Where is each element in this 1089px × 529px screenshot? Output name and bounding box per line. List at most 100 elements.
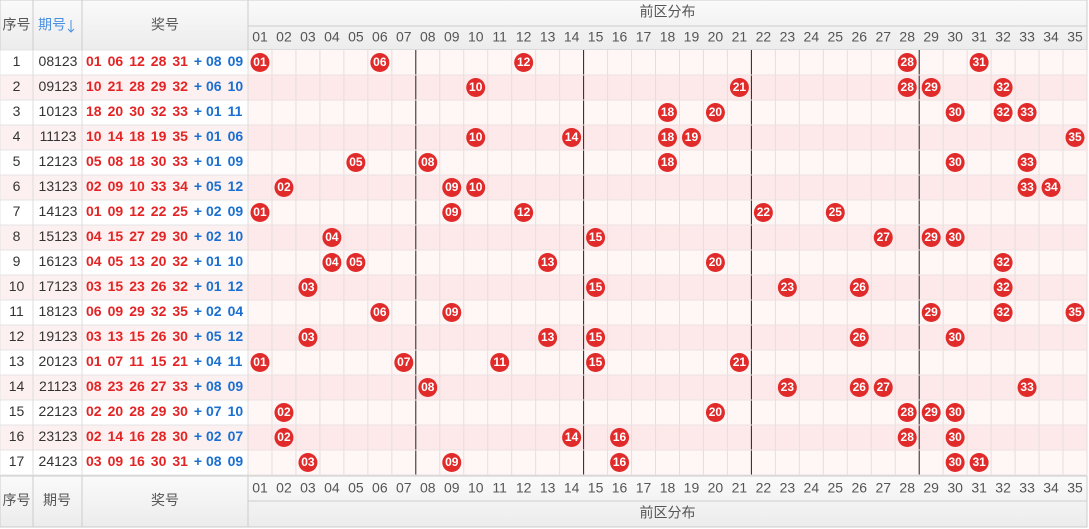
seq: 12 [9, 328, 25, 344]
ball-number: 30 [948, 230, 962, 244]
column-number: 18 [660, 480, 676, 496]
column-number: 21 [732, 29, 748, 45]
back-number: 08 [206, 453, 222, 469]
column-number: 25 [828, 480, 844, 496]
ball [969, 453, 989, 472]
ball-number: 29 [925, 305, 939, 319]
ball [562, 428, 582, 447]
ball [322, 253, 342, 272]
column-number: 20 [708, 29, 724, 45]
ball-number: 20 [709, 105, 723, 119]
column-number: 29 [923, 480, 939, 496]
front-number: 13 [129, 253, 145, 269]
back-number: 05 [206, 328, 222, 344]
front-number: 20 [151, 253, 167, 269]
column-number: 28 [899, 29, 915, 45]
row-bg [0, 399, 249, 426]
ball-number: 09 [445, 180, 459, 194]
seq: 9 [13, 253, 21, 269]
ball-number: 32 [996, 105, 1010, 119]
header-issue[interactable]: 期号 [38, 17, 66, 33]
front-number: 20 [108, 403, 124, 419]
column-number: 29 [923, 29, 939, 45]
issue: 18123 [39, 303, 78, 319]
back-number: 08 [206, 53, 222, 69]
ball [777, 378, 797, 397]
ball-number: 08 [421, 155, 435, 169]
column-number: 19 [684, 29, 700, 45]
seq: 2 [13, 78, 21, 94]
column-number: 03 [300, 480, 316, 496]
row-bg [0, 299, 249, 326]
header-bg [0, 0, 1088, 51]
ball-number: 33 [1020, 180, 1034, 194]
ball-number: 19 [685, 130, 699, 144]
column-number: 10 [468, 480, 484, 496]
sort-icon[interactable] [67, 20, 75, 33]
ball-number: 26 [853, 330, 867, 344]
separator: + [194, 378, 202, 394]
front-number: 32 [151, 103, 167, 119]
ball [921, 78, 941, 97]
front-number: 29 [151, 78, 167, 94]
ball-number: 15 [589, 330, 603, 344]
ball-number: 27 [877, 230, 891, 244]
column-number: 35 [1067, 480, 1083, 496]
front-number: 06 [108, 53, 124, 69]
ball [370, 303, 390, 322]
back-number: 12 [228, 178, 244, 194]
issue: 15123 [39, 228, 78, 244]
ball-number: 18 [661, 130, 675, 144]
seq: 10 [9, 278, 25, 294]
header-seq: 序号 [3, 17, 31, 33]
issue: 12123 [39, 153, 78, 169]
ball-number: 15 [589, 230, 603, 244]
ball [370, 53, 390, 72]
front-number: 33 [172, 153, 188, 169]
front-number: 26 [151, 278, 167, 294]
ball [921, 303, 941, 322]
back-number: 05 [206, 178, 222, 194]
row-bg [0, 49, 249, 76]
issue: 09123 [39, 78, 78, 94]
column-number: 02 [276, 480, 292, 496]
ball-number: 06 [373, 305, 387, 319]
ball [945, 153, 965, 172]
ball-number: 30 [948, 155, 962, 169]
column-number: 17 [636, 29, 652, 45]
front-number: 30 [151, 153, 167, 169]
ball-number: 35 [1068, 130, 1082, 144]
front-number: 13 [108, 328, 124, 344]
seq: 1 [13, 53, 21, 69]
column-number: 08 [420, 480, 436, 496]
ball [921, 228, 941, 247]
ball-number: 31 [972, 455, 986, 469]
ball-number: 02 [277, 180, 291, 194]
ball-number: 02 [277, 405, 291, 419]
ball-number: 13 [541, 255, 555, 269]
ball [993, 78, 1013, 97]
ball [753, 203, 773, 222]
ball-number: 10 [469, 80, 483, 94]
ball-number: 16 [613, 430, 627, 444]
separator: + [194, 128, 202, 144]
ball-number: 03 [301, 330, 315, 344]
ball [538, 328, 558, 347]
column-number: 18 [660, 29, 676, 45]
footer-seq: 序号 [3, 492, 31, 508]
ball-number: 25 [829, 205, 843, 219]
ball-number: 11 [493, 355, 506, 369]
front-number: 14 [108, 128, 124, 144]
column-number: 33 [1019, 480, 1035, 496]
front-number: 28 [151, 428, 167, 444]
ball-number: 16 [613, 455, 627, 469]
front-number: 29 [151, 228, 167, 244]
grid-row-bg [248, 275, 1087, 300]
separator: + [194, 453, 202, 469]
seq: 7 [13, 203, 21, 219]
front-number: 19 [151, 128, 167, 144]
column-number: 34 [1043, 29, 1059, 45]
front-number: 30 [129, 103, 145, 119]
ball-number: 28 [901, 430, 915, 444]
ball [610, 453, 630, 472]
